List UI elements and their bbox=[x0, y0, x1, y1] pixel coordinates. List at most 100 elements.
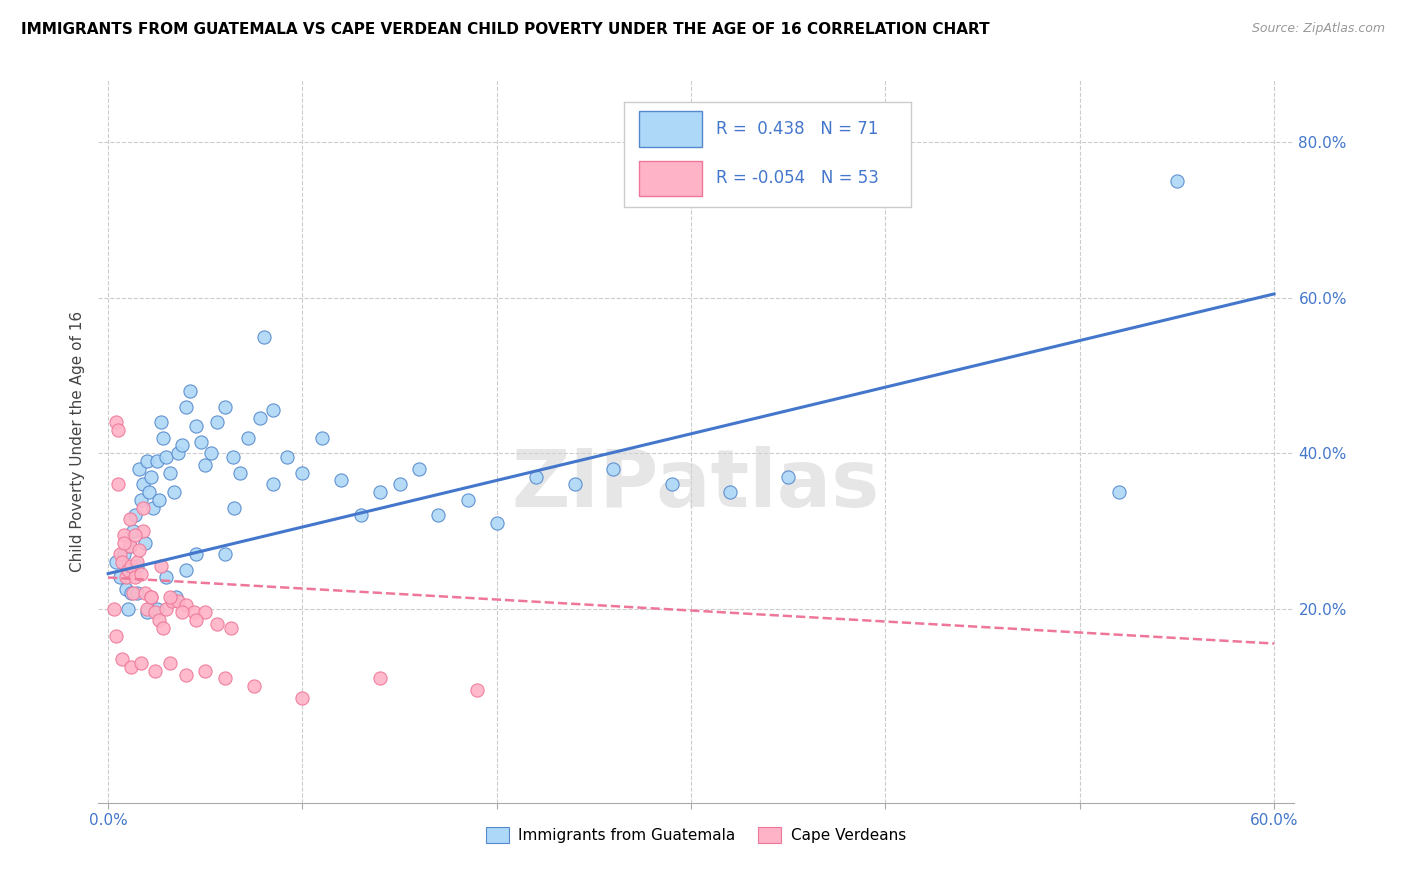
Point bbox=[194, 458, 217, 472]
Point bbox=[104, 555, 127, 569]
Point bbox=[179, 384, 201, 398]
Point bbox=[112, 547, 135, 561]
Point bbox=[132, 500, 155, 515]
Point bbox=[184, 547, 207, 561]
Point bbox=[236, 431, 259, 445]
Point bbox=[142, 500, 165, 515]
Point bbox=[330, 474, 353, 488]
Point bbox=[136, 606, 159, 620]
Point bbox=[107, 423, 129, 437]
Point bbox=[132, 524, 155, 538]
Point bbox=[138, 485, 160, 500]
Point bbox=[145, 454, 167, 468]
Point bbox=[139, 590, 162, 604]
Point bbox=[224, 500, 246, 515]
Point bbox=[205, 617, 228, 632]
Point bbox=[194, 664, 217, 678]
Point bbox=[148, 492, 170, 507]
Point bbox=[276, 450, 298, 464]
Point bbox=[602, 461, 624, 475]
Point bbox=[159, 466, 181, 480]
Point bbox=[124, 528, 146, 542]
Point bbox=[124, 570, 146, 584]
Point bbox=[205, 415, 228, 429]
Point bbox=[118, 540, 141, 554]
Point bbox=[243, 679, 266, 693]
Point bbox=[139, 590, 162, 604]
Point bbox=[127, 586, 149, 600]
Point bbox=[139, 469, 162, 483]
Point bbox=[778, 469, 800, 483]
Point bbox=[408, 461, 430, 475]
Text: IMMIGRANTS FROM GUATEMALA VS CAPE VERDEAN CHILD POVERTY UNDER THE AGE OF 16 CORR: IMMIGRANTS FROM GUATEMALA VS CAPE VERDEA… bbox=[21, 22, 990, 37]
Point bbox=[262, 403, 284, 417]
Point bbox=[134, 586, 156, 600]
Point bbox=[200, 446, 222, 460]
Point bbox=[118, 540, 141, 554]
Point bbox=[564, 477, 586, 491]
Point bbox=[291, 466, 314, 480]
Point bbox=[718, 485, 741, 500]
Point bbox=[184, 613, 207, 627]
Point bbox=[661, 477, 683, 491]
Point bbox=[174, 667, 197, 681]
Point bbox=[155, 450, 177, 464]
Point bbox=[127, 555, 149, 569]
Point bbox=[148, 613, 170, 627]
Point bbox=[165, 590, 187, 604]
Point bbox=[103, 601, 125, 615]
Point bbox=[120, 586, 142, 600]
Point bbox=[170, 438, 193, 452]
Point bbox=[145, 601, 167, 615]
Point bbox=[388, 477, 411, 491]
Point bbox=[114, 570, 136, 584]
Point bbox=[152, 621, 174, 635]
Point bbox=[155, 570, 177, 584]
Point bbox=[291, 690, 314, 705]
Point bbox=[112, 528, 135, 542]
Point bbox=[132, 477, 155, 491]
Point bbox=[112, 535, 135, 549]
Point bbox=[129, 656, 152, 670]
Point bbox=[214, 672, 236, 686]
Point bbox=[485, 516, 508, 530]
Point bbox=[524, 469, 547, 483]
Point bbox=[252, 329, 274, 343]
Point bbox=[368, 672, 391, 686]
Point bbox=[159, 656, 181, 670]
Point bbox=[124, 508, 146, 523]
Point bbox=[120, 660, 142, 674]
Point bbox=[229, 466, 252, 480]
Point bbox=[183, 606, 205, 620]
Point bbox=[114, 582, 136, 596]
Point bbox=[159, 590, 181, 604]
Point bbox=[136, 454, 159, 468]
Point bbox=[368, 485, 391, 500]
Point bbox=[311, 431, 333, 445]
Point bbox=[221, 450, 243, 464]
Text: Source: ZipAtlas.com: Source: ZipAtlas.com bbox=[1251, 22, 1385, 36]
Point bbox=[184, 419, 207, 434]
Point bbox=[128, 461, 150, 475]
Point bbox=[104, 415, 127, 429]
Point bbox=[152, 431, 174, 445]
Point bbox=[117, 563, 139, 577]
Point bbox=[194, 606, 217, 620]
Point bbox=[149, 558, 172, 573]
Point bbox=[1108, 485, 1130, 500]
Point bbox=[457, 492, 479, 507]
Point bbox=[107, 477, 129, 491]
Point bbox=[143, 606, 166, 620]
Point bbox=[174, 598, 197, 612]
Point bbox=[174, 563, 197, 577]
Point bbox=[214, 547, 236, 561]
Point bbox=[104, 629, 127, 643]
Point bbox=[149, 415, 172, 429]
Point bbox=[219, 621, 242, 635]
Point bbox=[427, 508, 450, 523]
Point bbox=[120, 558, 142, 573]
Point bbox=[127, 558, 149, 573]
Point bbox=[134, 535, 156, 549]
Point bbox=[170, 606, 193, 620]
Point bbox=[350, 508, 373, 523]
